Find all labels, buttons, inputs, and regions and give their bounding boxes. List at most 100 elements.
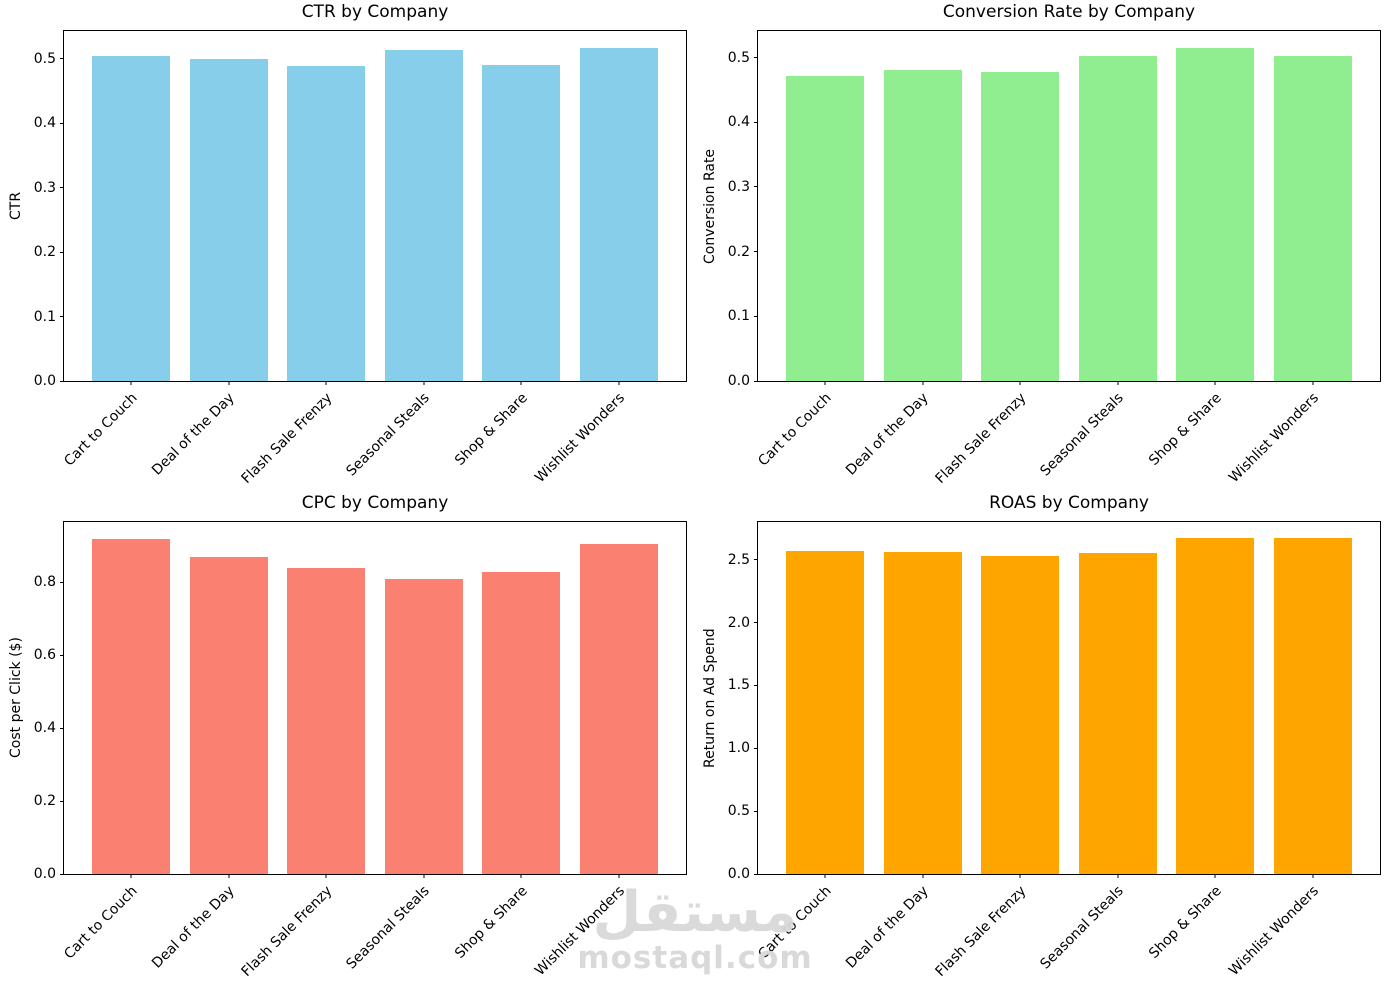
bar-shop-share <box>482 65 561 381</box>
bar-wishlist-wonders <box>579 47 658 381</box>
bar-flash-sale-frenzy <box>981 555 1060 874</box>
plot-area: Cart to Couch Deal of the Day Flash Sale F… <box>34 521 687 980</box>
y-tick-label: 0.4 <box>33 720 56 737</box>
x-tick-mark <box>130 874 132 878</box>
x-tick-label: Deal of the Day <box>843 390 933 479</box>
y-tick-mark <box>754 684 758 686</box>
x-tick-mark <box>1117 874 1119 878</box>
x-tick-mark <box>423 874 425 878</box>
bar-cart-to-couch <box>92 538 171 874</box>
x-tick-mark <box>922 874 924 878</box>
x-tick-mark <box>130 381 132 385</box>
plot-area: Cart to Couch Deal of the Day Flash Sale F… <box>34 30 687 487</box>
x-tick-label: Seasonal Steals <box>1037 390 1128 480</box>
y-tick-label: 0.4 <box>727 114 750 131</box>
y-tick-mark <box>754 747 758 749</box>
plot-area: Cart to Couch Deal of the Day Flash Sale F… <box>728 30 1381 487</box>
x-tick-mark <box>1214 874 1216 878</box>
chart-title: Conversion Rate by Company <box>942 2 1196 22</box>
x-tick-label: Deal of the Day <box>149 883 239 972</box>
y-tick-mark <box>754 186 758 188</box>
y-tick-mark <box>754 559 758 561</box>
y-tick-label: 0.5 <box>727 803 750 820</box>
x-tick-mark <box>520 381 522 385</box>
x-tick-label: Shop & Share <box>1145 390 1225 469</box>
bar-flash-sale-frenzy <box>287 567 366 874</box>
y-tick-mark <box>60 187 64 189</box>
y-tick-label: 0.3 <box>727 178 750 195</box>
bar-seasonal-steals <box>1078 553 1157 874</box>
bar-shop-share <box>1176 538 1255 874</box>
y-tick-label: 2.5 <box>727 551 750 568</box>
x-tick-label: Cart to Couch <box>755 883 835 963</box>
y-axis-label: Return on Ad Spend <box>702 628 718 768</box>
y-tick-mark <box>754 380 758 382</box>
x-tick-label: Deal of the Day <box>149 390 239 479</box>
chart-title: CPC by Company <box>301 493 449 513</box>
x-tick-mark <box>824 381 826 385</box>
x-tick-label: Wishlist Wonders <box>532 390 629 486</box>
x-tick-label: Flash Sale Frenzy <box>932 390 1030 487</box>
y-tick-label: 0.5 <box>33 50 56 67</box>
x-tick-label: Cart to Couch <box>61 883 141 963</box>
x-tick-label: Wishlist Wonders <box>1226 390 1323 486</box>
x-tick-label: Flash Sale Frenzy <box>238 390 336 487</box>
x-tick-mark <box>423 381 425 385</box>
x-tick-label: Deal of the Day <box>843 883 933 972</box>
y-tick-mark <box>754 121 758 123</box>
y-tick-mark <box>60 581 64 583</box>
bar-flash-sale-frenzy <box>981 72 1060 381</box>
y-axis-label: CTR <box>8 191 24 221</box>
bar-seasonal-steals <box>384 578 463 874</box>
y-tick-mark <box>754 873 758 875</box>
x-tick-mark <box>520 874 522 878</box>
x-tick-label: Shop & Share <box>1145 883 1225 962</box>
y-tick-label: 0.0 <box>33 373 56 389</box>
x-tick-mark <box>1019 874 1021 878</box>
bar-shop-share <box>1176 47 1255 381</box>
y-tick-label: 0.2 <box>33 244 56 261</box>
x-tick-label: Shop & Share <box>451 883 531 962</box>
y-tick-mark <box>60 251 64 253</box>
x-tick-mark <box>618 874 620 878</box>
chart-roas-by-company: ROAS by Company Return on Ad Spend Cart … <box>702 493 1381 980</box>
chart-title: ROAS by Company <box>989 493 1149 513</box>
y-tick-label: 0.1 <box>33 308 56 325</box>
chart-conversion-rate-by-company: Conversion Rate by Company Conversion Ra… <box>702 2 1381 487</box>
y-axis-label: Conversion Rate <box>702 148 718 264</box>
bar-cart-to-couch <box>786 75 865 381</box>
x-tick-mark <box>325 874 327 878</box>
bar-cart-to-couch <box>92 55 171 381</box>
bar-wishlist-wonders <box>1273 56 1352 381</box>
bar-wishlist-wonders <box>579 544 658 874</box>
plot-area: Cart to Couch Deal of the Day Flash Sale F… <box>728 521 1381 980</box>
bar-seasonal-steals <box>384 50 463 381</box>
y-tick-mark <box>60 380 64 382</box>
x-tick-mark <box>1214 381 1216 385</box>
x-tick-label: Flash Sale Frenzy <box>932 883 1030 980</box>
y-tick-mark <box>754 810 758 812</box>
y-tick-label: 1.0 <box>727 740 750 757</box>
x-tick-mark <box>1117 381 1119 385</box>
x-tick-label: Seasonal Steals <box>1037 883 1128 973</box>
y-tick-mark <box>754 251 758 253</box>
bar-deal-of-the-day <box>189 59 268 381</box>
y-tick-label: 2.0 <box>727 614 750 631</box>
chart-ctr-by-company: CTR by Company CTR Cart to Couch Deal of … <box>8 2 687 487</box>
y-axis-label: Cost per Click ($) <box>8 637 24 759</box>
x-tick-mark <box>228 874 230 878</box>
bar-shop-share <box>482 571 561 874</box>
y-tick-mark <box>60 873 64 875</box>
x-tick-mark <box>1312 381 1314 385</box>
x-tick-label: Wishlist Wonders <box>1226 883 1323 979</box>
y-tick-mark <box>60 122 64 124</box>
bar-deal-of-the-day <box>883 70 962 381</box>
x-tick-mark <box>325 381 327 385</box>
y-tick-mark <box>60 58 64 60</box>
x-tick-mark <box>618 381 620 385</box>
bar-deal-of-the-day <box>883 552 962 874</box>
y-tick-label: 0.4 <box>33 115 56 132</box>
bar-wishlist-wonders <box>1273 538 1352 874</box>
chart-title: CTR by Company <box>301 2 449 22</box>
